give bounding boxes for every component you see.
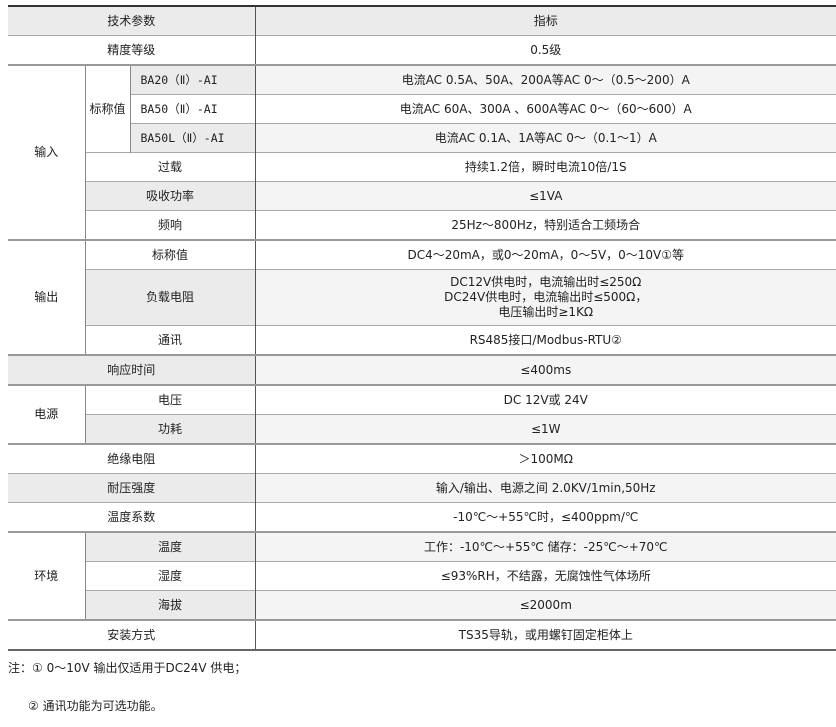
table-row: 通讯 RS485接口/Modbus-RTU② [8, 325, 836, 355]
row-value: ＞100MΩ [254, 443, 836, 474]
table-row: 负载电阻 DC12V供电时，电流输出时≤250Ω DC24V供电时，电流输出时≤… [8, 269, 836, 326]
value-line: DC12V供电时，电流输出时≤250Ω [450, 275, 642, 289]
nominal-label: 标称值 [84, 64, 130, 153]
row-label: 吸收功率 [84, 181, 255, 211]
table-row: 电源 电压 DC 12V或 24V [8, 384, 836, 444]
group-label-env: 环境 [8, 531, 85, 620]
row-label: 频响 [84, 210, 255, 240]
row-label: 精度等级 [8, 35, 255, 65]
row-label: 温度 [84, 531, 255, 562]
row-label: 安装方式 [8, 619, 255, 651]
table-row: 温度系数 -10℃～+55℃时，≤400ppm/℃ [8, 502, 836, 532]
table-row: 精度等级 0.5级 [8, 35, 836, 65]
row-value: 工作：-10℃～+55℃ 储存：-25℃～+70℃ [254, 531, 836, 562]
row-label: 耐压强度 [8, 473, 255, 503]
row-value: RS485接口/Modbus-RTU② [254, 325, 836, 355]
row-value: 0.5级 [254, 35, 836, 65]
row-label: 响应时间 [8, 354, 255, 385]
row-value: -10℃～+55℃时，≤400ppm/℃ [254, 502, 836, 532]
row-label: 温度系数 [8, 502, 255, 532]
row-value: ≤1VA [254, 181, 836, 211]
table-row: 功耗 ≤1W [8, 414, 836, 444]
row-value: ≤93%RH，不结露，无腐蚀性气体场所 [254, 561, 836, 591]
row-value: DC12V供电时，电流输出时≤250Ω DC24V供电时，电流输出时≤500Ω，… [254, 269, 836, 326]
row-label: 标称值 [84, 239, 255, 270]
row-label: 通讯 [84, 325, 255, 355]
row-value: 电流AC 0.5A、50A、200A等AC 0～（0.5～200）A [254, 64, 836, 95]
table-row: 响应时间 ≤400ms [8, 354, 836, 385]
table-row: 吸收功率 ≤1VA [8, 181, 836, 211]
table-row: 绝缘电阻 ＞100MΩ [8, 443, 836, 474]
row-value: 电流AC 0.1A、1A等AC 0～（0.1～1）A [254, 123, 836, 153]
model-label: BA50L（Ⅱ）-AI [129, 123, 255, 153]
table-row: 耐压强度 输入/输出、电源之间 2.0KV/1min,50Hz [8, 473, 836, 503]
row-value: 持续1.2倍，瞬时电流10倍/1S [254, 152, 836, 182]
row-label: 功耗 [84, 414, 255, 444]
header-param: 技术参数 [8, 5, 255, 36]
row-value: 25Hz～800Hz，特别适合工频场合 [254, 210, 836, 240]
table-row: BA50（Ⅱ）-AI 电流AC 60A、300A 、600A等AC 0～（60～… [8, 94, 836, 124]
table-row: 输出 标称值 DC4～20mA，或0～20mA，0～5V，0～10V①等 [8, 239, 836, 355]
value-line: 电压输出时≥1KΩ [498, 305, 594, 319]
note-1: 注：① 0～10V 输出仅适用于DC24V 供电； [8, 661, 247, 675]
row-value: DC4～20mA，或0～20mA，0～5V，0～10V①等 [254, 239, 836, 270]
table-row: 湿度 ≤93%RH，不结露，无腐蚀性气体场所 [8, 561, 836, 591]
table-header-row: 技术参数 指标 [8, 5, 836, 36]
note-2: ② 通讯功能为可选功能。 [28, 699, 163, 713]
header-spec: 指标 [254, 5, 836, 36]
table-row: 输入 标称值 BA20（Ⅱ）-AI 电流AC 0.5A、50A、200A等AC … [8, 64, 836, 240]
row-label: 过载 [84, 152, 255, 182]
row-value: 输入/输出、电源之间 2.0KV/1min,50Hz [254, 473, 836, 503]
row-value: ≤2000m [254, 590, 836, 620]
table-row: BA50L（Ⅱ）-AI 电流AC 0.1A、1A等AC 0～（0.1～1）A [8, 123, 836, 153]
group-label-supply: 电源 [8, 384, 85, 444]
model-label: BA20（Ⅱ）-AI [129, 64, 255, 95]
row-label: 海拔 [84, 590, 255, 620]
table-row: 海拔 ≤2000m [8, 590, 836, 620]
table-row: 安装方式 TS35导轨，或用螺钉固定柜体上 [8, 619, 836, 651]
row-label: 湿度 [84, 561, 255, 591]
row-value: DC 12V或 24V [254, 384, 836, 415]
row-value: 电流AC 60A、300A 、600A等AC 0～（60～600）A [254, 94, 836, 124]
table-row: 过载 持续1.2倍，瞬时电流10倍/1S [8, 152, 836, 182]
row-value: ≤1W [254, 414, 836, 444]
group-label-input: 输入 [8, 64, 85, 240]
table-row: 环境 温度 工作：-10℃～+55℃ 储存：-25℃～+70℃ [8, 531, 836, 620]
row-label: 负载电阻 [84, 269, 255, 326]
table-row: 频响 25Hz～800Hz，特别适合工频场合 [8, 210, 836, 240]
spec-table: 技术参数 指标 精度等级 0.5级 输入 标称值 BA20（Ⅱ）-AI 电流AC… [8, 5, 836, 651]
group-label-output: 输出 [8, 239, 85, 355]
row-label: 绝缘电阻 [8, 443, 255, 474]
value-line: DC24V供电时，电流输出时≤500Ω， [444, 290, 648, 304]
model-label: BA50（Ⅱ）-AI [129, 94, 255, 124]
row-label: 电压 [84, 384, 255, 415]
row-value: ≤400ms [254, 354, 836, 385]
row-value: TS35导轨，或用螺钉固定柜体上 [254, 619, 836, 651]
